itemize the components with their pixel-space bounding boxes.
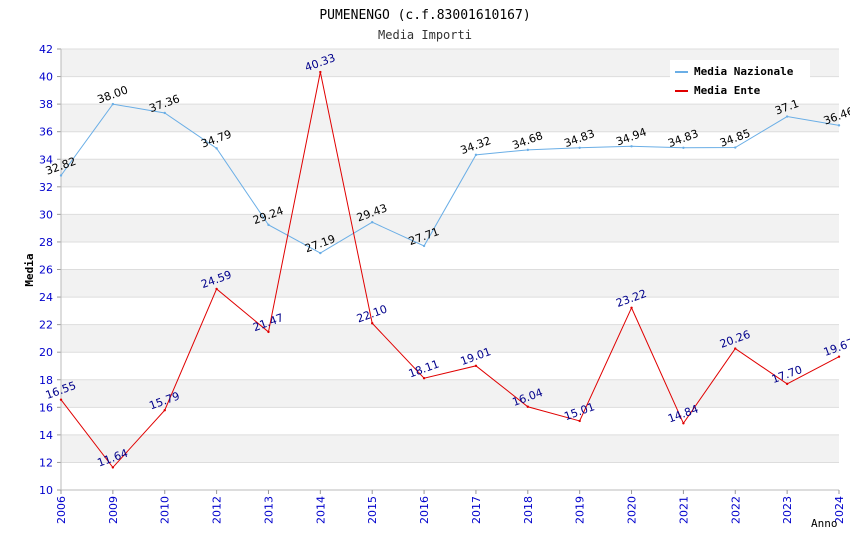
data-label-media-nazionale: 34.68 xyxy=(511,129,545,152)
x-tick-label: 2023 xyxy=(781,496,794,524)
grid-bands xyxy=(61,49,839,463)
grid-band xyxy=(61,104,839,132)
axes xyxy=(60,49,839,491)
grid-band xyxy=(61,434,839,463)
data-point-media-nazionale xyxy=(59,174,63,177)
chart-subtitle: Media Importi xyxy=(378,28,472,42)
series-line-media-nazionale xyxy=(60,103,840,254)
x-tick-label: 2010 xyxy=(159,496,172,524)
data-point-media-ente xyxy=(111,466,115,469)
x-tick-label: 2012 xyxy=(211,496,224,524)
data-point-media-ente xyxy=(371,322,374,325)
grid-band xyxy=(61,324,839,353)
chart-title: PUMENENGO (c.f.83001610167) xyxy=(319,8,530,23)
data-label-media-nazionale: 38.00 xyxy=(96,83,130,106)
data-point-media-nazionale xyxy=(215,147,218,150)
y-tick-labels: 10 12 14 16 18 20 22 24 26 28 30 32 34 36 38 40 42 xyxy=(39,43,53,497)
x-tick-label: 2013 xyxy=(262,496,275,524)
data-point-media-ente xyxy=(215,287,218,291)
data-point-media-ente xyxy=(526,405,529,408)
data-point-media-ente xyxy=(474,364,478,368)
y-tick-label: 14 xyxy=(39,429,53,442)
y-axis-label: Media xyxy=(23,253,36,286)
legend-label-media-ente: Media Ente xyxy=(694,84,761,97)
x-axis-label: Anno xyxy=(811,517,838,530)
data-point-media-ente xyxy=(422,377,426,380)
grid-band xyxy=(61,269,839,298)
y-tick-label: 10 xyxy=(39,484,53,497)
data-point-media-nazionale xyxy=(526,148,529,152)
legend: Media Nazionale Media Ente xyxy=(670,60,810,100)
y-tick-label: 36 xyxy=(39,126,53,139)
legend-box xyxy=(670,60,810,100)
data-point-media-ente xyxy=(734,347,737,350)
x-tick-label: 2009 xyxy=(107,496,120,524)
y-tick-label: 24 xyxy=(39,291,53,304)
y-tick-label: 20 xyxy=(39,346,53,359)
x-tick-label: 2014 xyxy=(314,496,327,524)
y-tick-label: 28 xyxy=(39,236,53,249)
grid-band xyxy=(61,159,839,187)
data-point-media-nazionale xyxy=(630,145,633,148)
y-tick-label: 38 xyxy=(39,98,53,111)
data-point-media-ente xyxy=(319,70,322,74)
y-tick-label: 42 xyxy=(39,43,53,56)
data-point-media-ente xyxy=(59,398,63,401)
data-point-media-ente xyxy=(785,382,789,386)
data-point-media-nazionale xyxy=(319,251,322,255)
data-point-media-ente xyxy=(630,306,633,310)
data-point-media-ente xyxy=(578,419,581,423)
x-tick-label: 2020 xyxy=(626,496,639,524)
data-point-media-ente xyxy=(682,422,685,425)
x-tick-label: 2017 xyxy=(470,496,483,524)
y-tick-label: 30 xyxy=(39,208,53,221)
data-point-media-nazionale xyxy=(578,146,581,150)
y-tick-label: 26 xyxy=(39,264,53,277)
y-tick-label: 12 xyxy=(39,456,53,469)
x-tick-label: 2015 xyxy=(366,496,379,524)
x-tick-label: 2024 xyxy=(833,496,846,524)
data-label-media-ente: 18.11 xyxy=(407,357,441,380)
y-tick-label: 32 xyxy=(39,181,53,194)
x-tick-label: 2006 xyxy=(55,496,68,524)
y-tick-label: 16 xyxy=(39,401,53,414)
data-point-media-nazionale xyxy=(371,221,374,224)
series-lines xyxy=(59,70,841,469)
data-point-media-nazionale xyxy=(682,146,685,150)
data-point-media-ente xyxy=(837,355,841,358)
y-tick-label: 40 xyxy=(39,71,53,84)
x-tick-label: 2016 xyxy=(418,496,431,524)
data-point-media-nazionale xyxy=(267,223,270,227)
grid-band xyxy=(61,379,839,408)
data-point-media-nazionale xyxy=(734,146,737,149)
y-tick-label: 22 xyxy=(39,319,53,332)
data-point-media-nazionale xyxy=(111,102,115,106)
data-point-media-nazionale xyxy=(837,124,841,127)
legend-label-media-nazionale: Media Nazionale xyxy=(694,65,794,78)
data-point-media-nazionale xyxy=(474,153,478,157)
grid-band xyxy=(61,214,839,242)
x-tick-labels: 2006 2009 2010 2012 2013 2014 2015 2016 2017 2018… xyxy=(55,490,846,524)
x-tick-label: 2019 xyxy=(574,496,587,524)
data-point-media-ente xyxy=(163,409,166,412)
x-tick-label: 2022 xyxy=(729,496,742,524)
data-point-media-nazionale xyxy=(163,111,166,115)
data-point-media-ente xyxy=(267,330,270,334)
y-tick-label: 34 xyxy=(39,153,53,166)
x-tick-label: 2018 xyxy=(522,496,535,524)
y-tick-label: 18 xyxy=(39,374,53,387)
x-tick-label: 2021 xyxy=(677,496,690,524)
data-point-media-nazionale xyxy=(785,115,789,118)
data-point-media-nazionale xyxy=(422,244,426,248)
series-line-media-ente xyxy=(60,71,840,469)
